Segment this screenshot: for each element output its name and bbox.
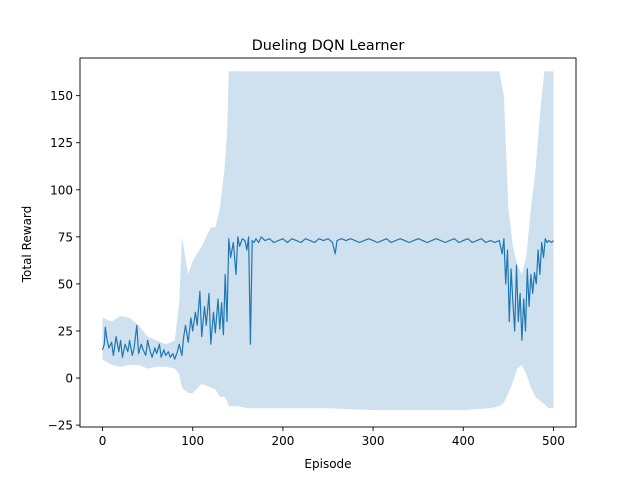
x-tick-label: 0 [99,434,107,448]
y-tick-label: 125 [50,136,73,150]
plot-area: 0 100 200 300 400 500 −25 0 25 50 75 100 125 150 [48,57,577,448]
x-axis-label: Episode [304,457,351,471]
y-tick-label: 25 [58,324,73,338]
y-tick-label: −25 [48,419,73,433]
y-tick-label: 0 [65,372,73,386]
confidence-band [102,71,554,411]
series-line [101,236,554,360]
y-tick-label: 50 [58,277,73,291]
y-tick-label: 75 [58,230,73,244]
x-tick-label: 500 [542,434,565,448]
y-axis-label: Total Reward [20,206,34,284]
x-tick-label: 400 [452,434,475,448]
y-tick-label: 150 [50,89,73,103]
x-tick-label: 200 [271,434,294,448]
x-tick-label: 300 [362,434,385,448]
x-tick-label: 100 [181,434,204,448]
axes-frame [79,57,577,428]
y-tick-label: 100 [50,183,73,197]
chart-title: Dueling DQN Learner [252,38,405,54]
